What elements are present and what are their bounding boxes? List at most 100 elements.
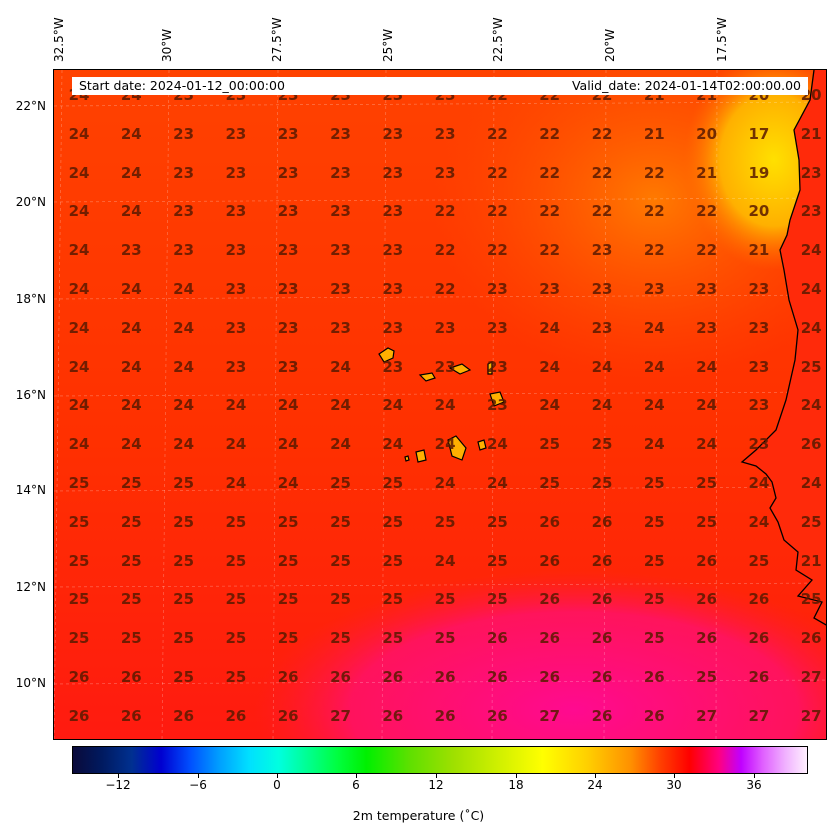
- grid-value: 24: [225, 435, 247, 454]
- grid-value: 26: [277, 706, 299, 725]
- grid-value: 25: [330, 551, 351, 570]
- grid-value: 19: [748, 163, 770, 182]
- grid-value: 22: [539, 241, 561, 260]
- colorbar-tick-mark: [277, 774, 278, 778]
- grid-value: 25: [382, 629, 404, 648]
- grid-value: 24: [330, 357, 351, 376]
- grid-value: 25: [696, 668, 718, 686]
- longitude-label: 25°W: [381, 28, 395, 62]
- grid-value: 24: [68, 163, 90, 182]
- colorbar-label: 2m temperature (˚C): [352, 808, 485, 823]
- grid-value: 23: [330, 202, 351, 221]
- grid-value: 25: [173, 512, 195, 531]
- african-coastline: [740, 70, 826, 626]
- grid-value: 26: [486, 706, 508, 725]
- colorbar-tick-label: 30: [666, 778, 682, 792]
- grid-value: 23: [330, 318, 351, 337]
- grid-value: 23: [748, 318, 770, 337]
- grid-value: 24: [486, 435, 508, 454]
- grid-value: 20: [748, 202, 770, 221]
- grid-value: 24: [800, 280, 822, 298]
- grid-value: 24: [696, 435, 718, 454]
- grid-value: 24: [643, 435, 665, 454]
- island-brava: [404, 455, 410, 462]
- hot-magenta-region: [254, 570, 826, 739]
- grid-value: 25: [643, 551, 665, 570]
- grid-value: 25: [277, 512, 299, 531]
- grid-value: 24: [68, 241, 90, 260]
- grid-value: 26: [643, 706, 665, 725]
- grid-value: 23: [382, 318, 404, 337]
- grid-value: 24: [173, 318, 195, 337]
- grid-value: 26: [539, 590, 561, 609]
- grid-value: 22: [486, 202, 508, 221]
- grid-value: 25: [643, 629, 665, 648]
- grid-value: 26: [696, 629, 718, 648]
- colorbar-tick-label: 0: [273, 778, 281, 792]
- grid-value: 23: [486, 357, 508, 376]
- cape-verde-islands: [378, 347, 505, 463]
- grid-value: 24: [120, 357, 142, 376]
- grid-value: 22: [591, 163, 613, 182]
- grid-value: 24: [120, 202, 142, 221]
- grid-value: 23: [225, 357, 247, 376]
- grid-value: 23: [696, 318, 718, 337]
- grid-value: 23: [748, 280, 770, 298]
- grid-value: 23: [539, 280, 561, 298]
- grid-value: 22: [539, 124, 561, 143]
- longitude-label: 22.5°W: [491, 17, 505, 62]
- valid-date-label: Valid_date: 2024-01-14T02:00:00.00: [571, 78, 801, 93]
- grid-value: 22: [643, 163, 665, 182]
- longitude-label: 30°W: [160, 28, 174, 62]
- grid-value: 26: [696, 551, 718, 570]
- longitude-label: 27.5°W: [270, 17, 284, 62]
- grid-value: 26: [68, 706, 90, 725]
- island-maio: [477, 439, 487, 451]
- grid-value: 25: [539, 435, 561, 454]
- grid-value: 26: [696, 590, 718, 609]
- grid-value: 26: [539, 629, 561, 648]
- grid-value: 24: [696, 357, 718, 376]
- grid-value: 25: [68, 629, 90, 648]
- grid-value: 24: [539, 357, 561, 376]
- colorbar-fill: [73, 747, 807, 773]
- grid-value: 24: [434, 551, 456, 570]
- grid-value: 23: [277, 241, 299, 260]
- grid-value: 23: [330, 280, 351, 298]
- grid-value: 23: [382, 357, 404, 376]
- colorbar-tick-mark: [516, 774, 517, 778]
- grid-value: 23: [225, 318, 247, 337]
- grid-value: 26: [800, 435, 822, 454]
- grid-value: 25: [330, 512, 351, 531]
- grid-value: 24: [643, 318, 665, 337]
- date-header-bar: Start date: 2024-01-12_00:00:00 Valid_da…: [72, 77, 808, 95]
- grid-value: 25: [643, 512, 665, 531]
- grid-value: 22: [486, 163, 508, 182]
- grid-value: 25: [591, 435, 613, 454]
- colorbar-tick-label: −6: [189, 778, 207, 792]
- grid-value: 23: [173, 202, 195, 221]
- grid-value: 17: [748, 124, 770, 143]
- grid-value: 25: [68, 551, 90, 570]
- grid-value: 23: [591, 280, 613, 298]
- grid-value: 23: [225, 202, 247, 221]
- grid-value: 25: [120, 474, 142, 492]
- island-sao-nicolau: [448, 363, 472, 375]
- grid-value: 26: [643, 668, 665, 686]
- grid-value: 25: [330, 474, 351, 492]
- grid-value: 23: [382, 241, 404, 260]
- grid-value: 25: [591, 474, 613, 492]
- grid-value: 24: [68, 124, 90, 143]
- grid-value: 26: [748, 629, 770, 648]
- grid-value: 25: [173, 590, 195, 609]
- grid-value: 24: [173, 357, 195, 376]
- grid-value: 24: [800, 396, 822, 415]
- grid-value: 26: [591, 706, 613, 725]
- grid-value: 24: [382, 396, 404, 415]
- island-santo-antao: [378, 347, 395, 363]
- grid-value: 24: [696, 396, 718, 415]
- grid-value: 24: [643, 357, 665, 376]
- colorbar-tick-label: −12: [105, 778, 131, 792]
- colorbar-tick-label: 36: [746, 778, 762, 792]
- grid-value: 25: [173, 629, 195, 648]
